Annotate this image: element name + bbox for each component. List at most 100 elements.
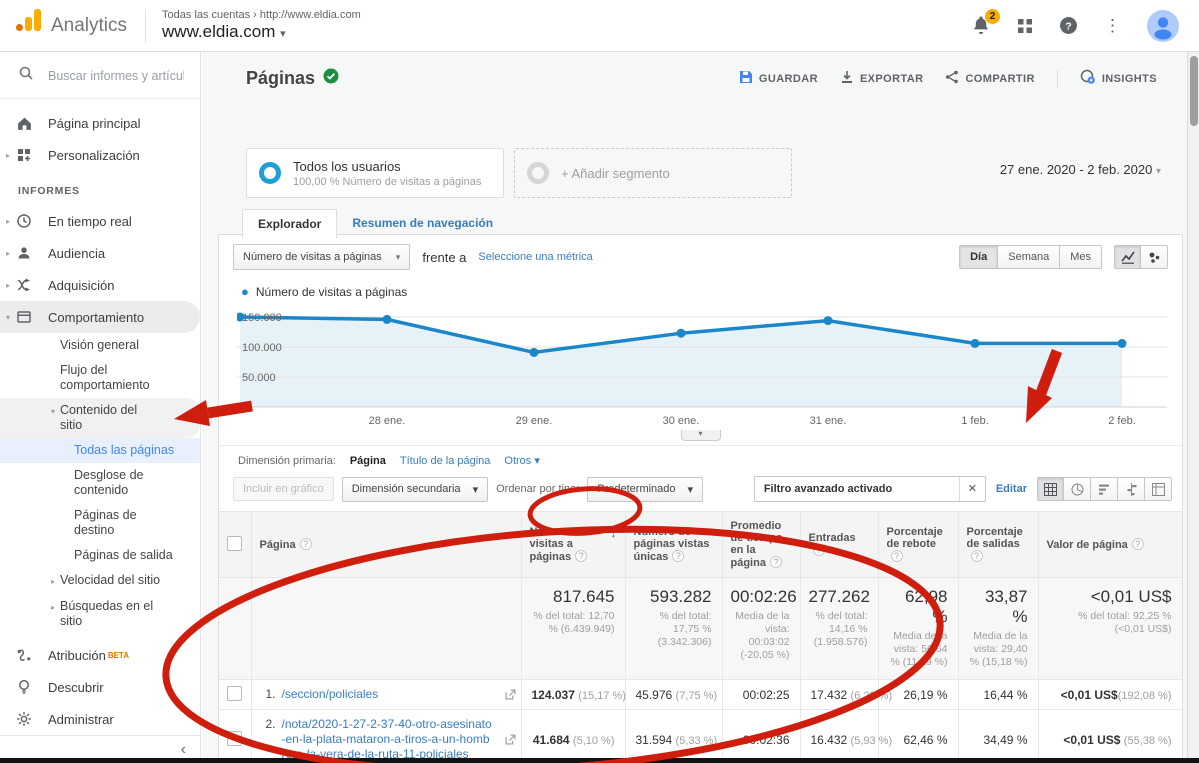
- help-button[interactable]: ?: [1059, 16, 1078, 35]
- clear-filter-button[interactable]: ✕: [959, 477, 985, 501]
- column-header-entrances[interactable]: Entradas?: [800, 512, 878, 578]
- select-all-checkbox[interactable]: [227, 536, 242, 551]
- help-icon[interactable]: ?: [971, 550, 983, 562]
- svg-text:50.000: 50.000: [242, 372, 276, 384]
- sidebar-item-audience[interactable]: ▸ Audiencia: [0, 237, 200, 269]
- report-tabs: Explorador Resumen de navegación: [242, 209, 508, 238]
- row-checkbox[interactable]: [227, 686, 242, 701]
- chart-type-toggle: [1114, 245, 1168, 269]
- sidebar-item-attribution[interactable]: Atribución BETA: [0, 639, 200, 671]
- sidebar-item-all-pages[interactable]: Todas las páginas: [0, 438, 200, 463]
- help-icon[interactable]: ?: [1132, 538, 1144, 550]
- help-icon[interactable]: ?: [672, 550, 684, 562]
- granularity-week-button[interactable]: Semana: [998, 245, 1060, 269]
- svg-text:2 feb.: 2 feb.: [1108, 415, 1136, 427]
- vertical-scrollbar[interactable]: [1187, 52, 1199, 763]
- report-card: Número de visitas a páginas ▾ frente a S…: [218, 234, 1183, 763]
- percentage-view-button[interactable]: [1064, 477, 1091, 501]
- open-in-new-icon[interactable]: [505, 689, 516, 700]
- metric-dropdown[interactable]: Número de visitas a páginas ▾: [233, 244, 410, 270]
- help-icon[interactable]: ?: [813, 544, 825, 556]
- sidebar-item-landing-pages[interactable]: Páginas de destino: [0, 503, 200, 543]
- help-icon[interactable]: ?: [300, 538, 312, 550]
- sidebar-item-site-content[interactable]: ▾Contenido del sitio: [0, 398, 200, 438]
- svg-text:30 ene.: 30 ene.: [663, 415, 700, 427]
- search-input[interactable]: [46, 68, 186, 84]
- granularity-day-button[interactable]: Día: [959, 245, 998, 269]
- more-menu-button[interactable]: ⋮: [1104, 17, 1121, 35]
- date-range-selector[interactable]: 27 ene. 2020 - 2 feb. 2020 ▾: [1000, 162, 1161, 177]
- sidebar-item-behavior[interactable]: ▾ Comportamiento: [0, 301, 200, 333]
- column-header-unique-pageviews[interactable]: Número de páginas vistas únicas?: [625, 512, 722, 578]
- sidebar-item-exit-pages[interactable]: Páginas de salida: [0, 543, 200, 568]
- table-header-row: Página? ↓Número de visitas a páginas? Nú…: [219, 512, 1182, 578]
- share-button[interactable]: COMPARTIR: [945, 70, 1034, 87]
- tab-explorer[interactable]: Explorador: [242, 209, 337, 238]
- page-link[interactable]: /seccion/policiales: [282, 687, 379, 702]
- bell-icon: [971, 23, 991, 40]
- dimension-more-link[interactable]: Otros ▾: [504, 454, 540, 467]
- edit-filter-link[interactable]: Editar: [996, 483, 1027, 495]
- data-view-button[interactable]: [1037, 477, 1064, 501]
- caret-right-icon: ▸: [0, 249, 16, 258]
- sidebar-item-home[interactable]: Página principal: [0, 107, 200, 139]
- plot-rows-button[interactable]: Incluir en gráfico: [233, 477, 334, 501]
- advanced-filter-chip[interactable]: Filtro avanzado activado ✕: [754, 476, 986, 502]
- help-icon[interactable]: ?: [891, 550, 903, 562]
- sidebar-item-acquisition[interactable]: ▸ Adquisición: [0, 269, 200, 301]
- dimension-page[interactable]: Página: [350, 455, 386, 467]
- dimension-page-title-link[interactable]: Título de la página: [400, 455, 491, 467]
- sidebar-item-behavior-flow[interactable]: Flujo del comportamiento: [0, 358, 200, 398]
- column-header-exit-rate[interactable]: Porcentaje de salidas?: [958, 512, 1038, 578]
- granularity-month-button[interactable]: Mes: [1060, 245, 1102, 269]
- sidebar-search[interactable]: [0, 52, 200, 99]
- column-header-avg-time[interactable]: Promedio de tiempo en la página?: [722, 512, 800, 578]
- column-header-page[interactable]: Página?: [251, 512, 521, 578]
- performance-view-button[interactable]: [1091, 477, 1118, 501]
- sort-desc-icon: ↓: [611, 526, 617, 540]
- gear-icon: [16, 711, 34, 727]
- add-segment-button[interactable]: + Añadir segmento: [514, 148, 792, 198]
- analytics-logo-icon[interactable]: [16, 9, 41, 31]
- avatar[interactable]: [1147, 10, 1179, 42]
- trend-chart[interactable]: 50.000100.000150.00028 ene.29 ene.30 ene…: [219, 301, 1182, 436]
- sort-type-dropdown[interactable]: Predeterminado ▾: [587, 477, 703, 502]
- motion-chart-button[interactable]: [1141, 245, 1168, 269]
- open-in-new-icon[interactable]: [505, 734, 516, 745]
- sidebar-item-realtime[interactable]: ▸ En tiempo real: [0, 205, 200, 237]
- help-icon[interactable]: ?: [770, 556, 782, 568]
- export-button[interactable]: EXPORTAR: [840, 70, 924, 87]
- page-link[interactable]: /nota/2020-1-27-2-37-40-otro-asesinato-e…: [282, 717, 494, 762]
- scrollbar-thumb[interactable]: [1190, 56, 1198, 126]
- save-button[interactable]: GUARDAR: [739, 70, 818, 87]
- secondary-dimension-dropdown[interactable]: Dimensión secundaria ▾: [342, 477, 488, 502]
- svg-text:?: ?: [1065, 20, 1071, 32]
- view-selector[interactable]: www.eldia.com ▾: [162, 22, 361, 42]
- column-header-bounce-rate[interactable]: Porcentaje de rebote?: [878, 512, 958, 578]
- sidebar-item-behavior-overview[interactable]: Visión general: [0, 333, 200, 358]
- sidebar-item-site-search[interactable]: ▸Búsquedas en el sitio: [0, 594, 200, 634]
- row-checkbox[interactable]: [227, 731, 242, 746]
- pivot-view-button[interactable]: [1145, 477, 1172, 501]
- sidebar-item-site-speed[interactable]: ▸Velocidad del sitio: [0, 568, 200, 594]
- help-icon[interactable]: ?: [575, 550, 587, 562]
- sidebar-item-customization[interactable]: ▸ Personalización: [0, 139, 200, 171]
- comparison-view-button[interactable]: [1118, 477, 1145, 501]
- column-header-pageviews[interactable]: ↓Número de visitas a páginas?: [521, 512, 625, 578]
- notifications-button[interactable]: 2: [971, 16, 991, 36]
- acquisition-icon: [16, 277, 34, 293]
- select-metric-link[interactable]: Seleccione una métrica: [478, 251, 592, 263]
- sidebar-item-discover[interactable]: Descubrir: [0, 671, 200, 703]
- sidebar-item-content-drilldown[interactable]: Desglose de contenido: [0, 463, 200, 503]
- apps-grid-button[interactable]: [1017, 18, 1033, 34]
- line-chart-button[interactable]: [1114, 245, 1141, 269]
- caret-down-icon: ▾: [46, 404, 60, 419]
- breadcrumb[interactable]: Todas las cuentas › http://www.eldia.com: [162, 9, 361, 21]
- insights-button[interactable]: INSIGHTS: [1080, 69, 1157, 88]
- analytics-app: { "topbar": { "brand": "Analytics", "bre…: [0, 0, 1199, 763]
- column-header-page-value[interactable]: Valor de página?: [1038, 512, 1182, 578]
- table-row: 1./seccion/policiales 124.037 (15,17 %) …: [219, 680, 1182, 710]
- tab-navigation-summary[interactable]: Resumen de navegación: [337, 209, 508, 238]
- segment-all-users[interactable]: Todos los usuarios 100,00 % Número de vi…: [246, 148, 504, 198]
- sidebar-item-admin[interactable]: Administrar: [0, 703, 200, 735]
